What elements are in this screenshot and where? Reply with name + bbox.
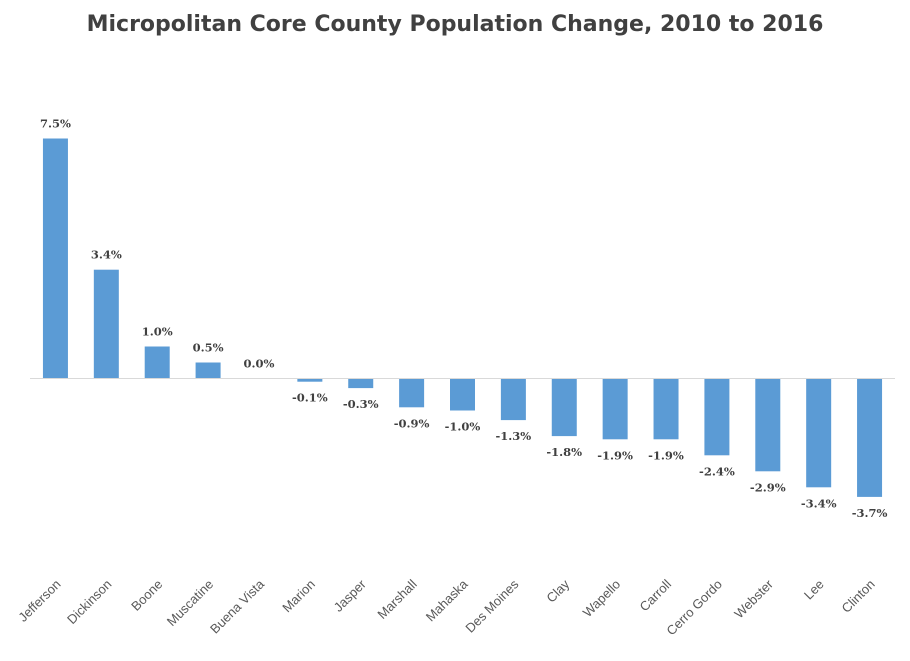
- data-label: -3.4%: [801, 496, 837, 510]
- bar: [144, 346, 170, 379]
- bar: [42, 138, 68, 379]
- data-label: 1.0%: [142, 325, 173, 339]
- bar: [195, 362, 221, 379]
- data-label: -2.4%: [699, 464, 735, 478]
- data-label: -0.3%: [343, 397, 379, 411]
- bar: [653, 378, 679, 440]
- bar: [551, 378, 577, 437]
- x-tick-label: Jasper: [331, 576, 370, 615]
- x-tick-label: Muscatine: [164, 577, 217, 630]
- bar: [297, 378, 323, 382]
- bar: [450, 378, 475, 411]
- data-label: 0.5%: [193, 341, 224, 355]
- x-tick-label: Dickinson: [64, 577, 114, 627]
- bar: [755, 378, 781, 472]
- data-label: -0.9%: [394, 416, 430, 430]
- x-tick-label: Clay: [543, 576, 572, 605]
- bar: [500, 378, 526, 421]
- data-label: -1.3%: [496, 429, 532, 443]
- data-label: -0.1%: [292, 391, 328, 405]
- bars-group: [42, 138, 883, 497]
- x-tick-label: Buena Vista: [207, 576, 268, 637]
- data-label: -1.9%: [597, 448, 633, 462]
- bar: [704, 378, 730, 456]
- chart-title: Micropolitan Core County Population Chan…: [86, 12, 824, 37]
- data-labels-group: 7.5% 3.4% 1.0% 0.5% 0.0% -0.1% -0.3% -0.9% -1.0%…: [40, 117, 888, 520]
- x-tick-label: Jefferson: [15, 577, 63, 625]
- bar: [399, 378, 425, 408]
- x-tick-label: Carroll: [636, 576, 674, 614]
- data-label: -1.0%: [445, 420, 481, 434]
- data-label: -1.8%: [546, 445, 582, 459]
- x-tick-label: Wapello: [580, 577, 623, 620]
- x-tick-label: Marshall: [374, 576, 419, 621]
- x-tick-label: Des Moines: [462, 576, 521, 635]
- x-tick-label: Boone: [128, 577, 165, 614]
- data-label: 0.0%: [244, 357, 275, 371]
- bar: [857, 378, 883, 497]
- x-tick-label: Lee: [801, 577, 827, 603]
- x-tick-label: Mahaska: [423, 576, 471, 624]
- bar: [806, 378, 832, 488]
- bar: [602, 378, 628, 440]
- data-label: 3.4%: [91, 248, 122, 262]
- bar: [348, 378, 374, 389]
- data-label: -1.9%: [648, 448, 684, 462]
- data-label: -3.7%: [852, 506, 888, 520]
- data-label: 7.5%: [40, 117, 71, 131]
- data-label: -2.9%: [750, 480, 786, 494]
- bar: [93, 269, 119, 379]
- x-tick-label: Clinton: [838, 577, 877, 616]
- x-tick-label: Marion: [279, 577, 318, 616]
- x-tick-label: Webster: [731, 576, 776, 621]
